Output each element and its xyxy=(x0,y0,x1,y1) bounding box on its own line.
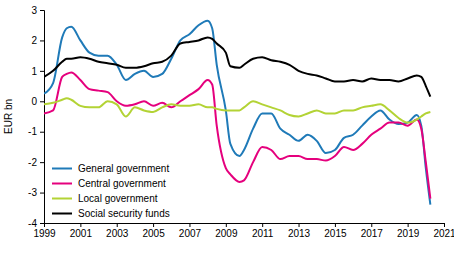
tick-label: 2013 xyxy=(288,228,311,239)
tick: 2011 xyxy=(252,223,274,239)
tick-mark xyxy=(153,223,154,227)
legend-item: Central government xyxy=(52,178,166,189)
tick-label: 2005 xyxy=(142,228,165,239)
tick-label: 2009 xyxy=(215,228,238,239)
axis-line xyxy=(40,11,45,224)
tick-label: 2003 xyxy=(106,228,129,239)
tick-label: -3 xyxy=(28,187,37,198)
tick-mark xyxy=(226,223,227,227)
tick-mark xyxy=(40,193,44,194)
tick: 2019 xyxy=(397,223,420,239)
tick-label: 2019 xyxy=(397,228,420,239)
tick: -4 xyxy=(28,218,44,229)
tick-mark xyxy=(262,223,263,227)
tick: -2 xyxy=(28,157,44,168)
legend-swatch xyxy=(52,168,72,170)
tick: 2005 xyxy=(142,223,165,239)
legend-label: Social security funds xyxy=(78,208,170,219)
tick-label: -1 xyxy=(28,126,37,137)
tick-label: 1999 xyxy=(33,228,56,239)
tick-mark xyxy=(40,162,44,163)
plot: 1999200120032005200720092011201320152017… xyxy=(28,5,454,239)
tick: -1 xyxy=(28,126,44,137)
legend-label: Central government xyxy=(78,178,166,189)
tick: 2007 xyxy=(179,223,202,239)
tick-mark xyxy=(371,223,372,227)
tick-label: -2 xyxy=(28,157,37,168)
tick-label: 0 xyxy=(31,96,37,107)
tick-label: 2 xyxy=(31,35,37,46)
series-line xyxy=(44,72,430,198)
legend-item: Social security funds xyxy=(52,208,170,219)
tick-mark xyxy=(189,223,190,227)
tick: -3 xyxy=(28,187,44,198)
tick-mark xyxy=(40,132,44,133)
legend-swatch xyxy=(52,213,72,215)
legend: General government Central government Loca… xyxy=(52,163,170,219)
tick: 2003 xyxy=(106,223,129,239)
tick: 2009 xyxy=(215,223,238,239)
tick-mark xyxy=(40,40,44,41)
tick-mark xyxy=(335,223,336,227)
legend-swatch xyxy=(52,198,72,200)
tick: 2015 xyxy=(324,223,347,239)
x-axis: 1999 2001 2003 2005 2007 2009 2011 2013 2015 2017… xyxy=(33,223,454,239)
tick: 2013 xyxy=(288,223,311,239)
legend-item: Local government xyxy=(52,193,158,204)
lines xyxy=(44,21,430,205)
tick-mark xyxy=(299,223,300,227)
tick-mark xyxy=(80,223,81,227)
legend-label: General government xyxy=(78,163,169,174)
legend-item: General government xyxy=(52,163,169,174)
legend-swatch xyxy=(52,183,72,185)
tick-mark xyxy=(40,10,44,11)
tick-mark xyxy=(444,223,445,227)
series-line xyxy=(44,37,430,96)
tick-label: 2015 xyxy=(324,228,347,239)
tick-label: 1 xyxy=(31,66,37,77)
tick-mark xyxy=(117,223,118,227)
tick-label: -4 xyxy=(28,218,37,229)
series-line xyxy=(44,21,430,205)
tick-label: 2021 xyxy=(433,228,454,239)
legend-label: Local government xyxy=(78,193,158,204)
tick: 1 xyxy=(31,66,44,77)
y-axis-title: EUR bn xyxy=(3,99,14,134)
tick-mark xyxy=(40,101,44,102)
chart: 1999200120032005200720092011201320152017… xyxy=(0,0,454,253)
tick: 3 xyxy=(31,5,44,16)
tick-mark xyxy=(40,71,44,72)
tick-label: 2017 xyxy=(361,228,384,239)
tick-mark xyxy=(40,223,44,224)
tick-label: 2011 xyxy=(252,228,274,239)
axis-line xyxy=(45,224,445,228)
tick: 2 xyxy=(31,35,44,46)
tick-label: 3 xyxy=(31,5,37,16)
tick: 2017 xyxy=(361,223,384,239)
tick-label: 2007 xyxy=(179,228,202,239)
y-axis: -4 -3 -2 -1 0 1 2 3 xyxy=(28,5,44,229)
tick: 2021 xyxy=(433,223,454,239)
series-line xyxy=(44,98,430,122)
tick: 2001 xyxy=(70,223,93,239)
tick-mark xyxy=(408,223,409,227)
tick-label: 2001 xyxy=(70,228,93,239)
tick: 0 xyxy=(31,96,44,107)
